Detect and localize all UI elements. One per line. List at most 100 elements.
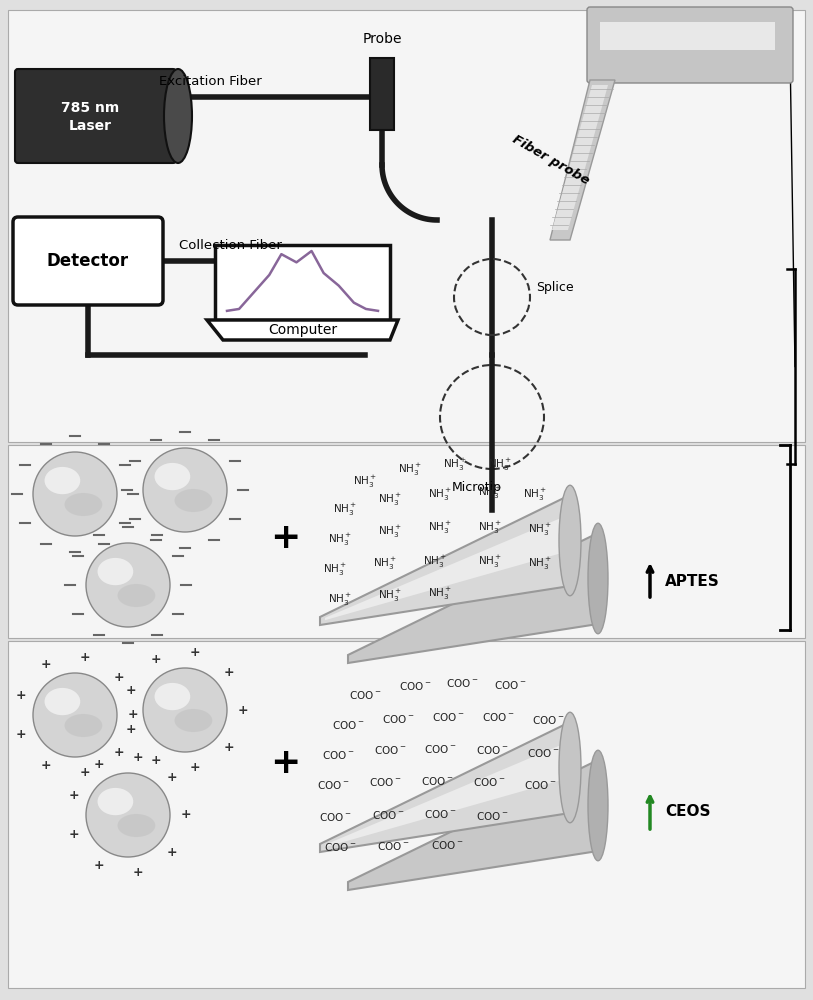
Text: +: + bbox=[41, 759, 51, 772]
Ellipse shape bbox=[588, 523, 608, 634]
FancyBboxPatch shape bbox=[587, 7, 793, 83]
Polygon shape bbox=[325, 745, 560, 847]
Text: COO$^-$: COO$^-$ bbox=[349, 689, 381, 701]
Ellipse shape bbox=[175, 709, 212, 732]
Text: NH$_3^+$: NH$_3^+$ bbox=[478, 485, 502, 501]
Text: COO$^-$: COO$^-$ bbox=[369, 776, 401, 788]
Text: +: + bbox=[167, 846, 178, 859]
Text: NH$_3^+$: NH$_3^+$ bbox=[378, 492, 402, 508]
Text: +: + bbox=[15, 689, 26, 702]
Text: NH$_3^+$: NH$_3^+$ bbox=[328, 592, 352, 608]
Text: +: + bbox=[15, 728, 26, 741]
Bar bbox=[600, 22, 775, 50]
Text: NH$_3^+$: NH$_3^+$ bbox=[423, 554, 447, 570]
Text: COO$^-$: COO$^-$ bbox=[446, 677, 478, 689]
Ellipse shape bbox=[98, 558, 133, 585]
Text: +: + bbox=[68, 828, 79, 841]
Ellipse shape bbox=[559, 485, 581, 596]
Text: COO$^-$: COO$^-$ bbox=[482, 711, 514, 723]
Text: +: + bbox=[224, 741, 235, 754]
Text: +: + bbox=[125, 723, 136, 736]
Text: +: + bbox=[93, 758, 104, 771]
Text: COO$^-$: COO$^-$ bbox=[382, 713, 414, 725]
Text: +: + bbox=[133, 866, 143, 879]
Text: +: + bbox=[128, 708, 138, 722]
Text: +: + bbox=[133, 751, 143, 764]
FancyBboxPatch shape bbox=[13, 217, 163, 305]
Polygon shape bbox=[325, 518, 560, 620]
Text: NH$_3^+$: NH$_3^+$ bbox=[333, 502, 357, 518]
Bar bbox=[8, 445, 805, 638]
FancyBboxPatch shape bbox=[15, 69, 176, 163]
Text: CEOS: CEOS bbox=[665, 804, 711, 820]
Text: +: + bbox=[237, 704, 248, 716]
Text: Laser: Laser bbox=[69, 119, 112, 133]
Text: COO$^-$: COO$^-$ bbox=[319, 811, 351, 823]
Text: Splice: Splice bbox=[536, 280, 574, 294]
Polygon shape bbox=[320, 722, 570, 852]
Text: COO$^-$: COO$^-$ bbox=[473, 776, 505, 788]
Text: +: + bbox=[270, 521, 300, 555]
Text: +: + bbox=[93, 859, 104, 872]
Ellipse shape bbox=[154, 683, 190, 710]
Ellipse shape bbox=[64, 714, 102, 737]
Text: +: + bbox=[270, 746, 300, 780]
Text: NH$_3^+$: NH$_3^+$ bbox=[323, 562, 347, 578]
Text: +: + bbox=[167, 771, 178, 784]
Text: +: + bbox=[180, 808, 191, 822]
Text: NH$_3^+$: NH$_3^+$ bbox=[428, 520, 452, 536]
Text: COO$^-$: COO$^-$ bbox=[332, 719, 364, 731]
Ellipse shape bbox=[33, 452, 117, 536]
Ellipse shape bbox=[143, 448, 227, 532]
Text: NH$_3^+$: NH$_3^+$ bbox=[478, 520, 502, 536]
Text: Detector: Detector bbox=[47, 252, 129, 270]
Text: Excitation Fiber: Excitation Fiber bbox=[159, 75, 261, 88]
Text: 785 nm: 785 nm bbox=[61, 101, 120, 115]
Text: +: + bbox=[80, 766, 90, 779]
Text: NH$_3^+$: NH$_3^+$ bbox=[523, 487, 547, 503]
Text: Microtip: Microtip bbox=[452, 481, 502, 494]
Text: COO$^-$: COO$^-$ bbox=[324, 841, 356, 853]
Ellipse shape bbox=[45, 467, 80, 494]
Text: COO$^-$: COO$^-$ bbox=[374, 744, 406, 756]
Text: NH$_3^+$: NH$_3^+$ bbox=[353, 474, 377, 490]
Text: COO$^-$: COO$^-$ bbox=[372, 809, 404, 821]
Text: +: + bbox=[150, 754, 161, 767]
Text: NH$_3^+$: NH$_3^+$ bbox=[428, 586, 452, 602]
Ellipse shape bbox=[86, 543, 170, 627]
Polygon shape bbox=[552, 85, 608, 230]
Text: COO$^-$: COO$^-$ bbox=[421, 775, 453, 787]
Text: NH$_3^+$: NH$_3^+$ bbox=[373, 556, 397, 572]
Text: NH$_3^+$: NH$_3^+$ bbox=[328, 532, 352, 548]
Ellipse shape bbox=[559, 712, 581, 823]
Ellipse shape bbox=[143, 668, 227, 752]
Polygon shape bbox=[348, 760, 598, 890]
Text: Fiber probe: Fiber probe bbox=[510, 133, 592, 187]
Ellipse shape bbox=[588, 750, 608, 861]
Text: +: + bbox=[224, 666, 235, 679]
Text: NH$_3^+$: NH$_3^+$ bbox=[443, 457, 467, 473]
Text: NH$_3^+$: NH$_3^+$ bbox=[378, 588, 402, 604]
Text: COO$^-$: COO$^-$ bbox=[476, 744, 508, 756]
Bar bbox=[8, 10, 805, 442]
Text: COO$^-$: COO$^-$ bbox=[424, 743, 456, 755]
Text: +: + bbox=[114, 671, 124, 684]
Text: Collection Fiber: Collection Fiber bbox=[179, 239, 281, 252]
Bar bbox=[370, 58, 394, 130]
Text: +: + bbox=[125, 684, 136, 697]
Text: NH$_3^+$: NH$_3^+$ bbox=[528, 556, 552, 572]
Text: COO$^-$: COO$^-$ bbox=[527, 747, 559, 759]
Text: +: + bbox=[41, 658, 51, 671]
Polygon shape bbox=[550, 80, 615, 240]
Ellipse shape bbox=[118, 584, 155, 607]
Text: COO$^-$: COO$^-$ bbox=[432, 711, 464, 723]
Text: COO$^-$: COO$^-$ bbox=[532, 714, 564, 726]
Text: NH$_3^+$: NH$_3^+$ bbox=[478, 554, 502, 570]
Text: APTES: APTES bbox=[665, 574, 720, 589]
Text: +: + bbox=[80, 651, 90, 664]
Bar bbox=[8, 641, 805, 988]
Text: NH$_3^+$: NH$_3^+$ bbox=[398, 462, 422, 478]
Text: COO$^-$: COO$^-$ bbox=[399, 680, 431, 692]
Text: COO$^-$: COO$^-$ bbox=[524, 779, 556, 791]
Ellipse shape bbox=[154, 463, 190, 490]
